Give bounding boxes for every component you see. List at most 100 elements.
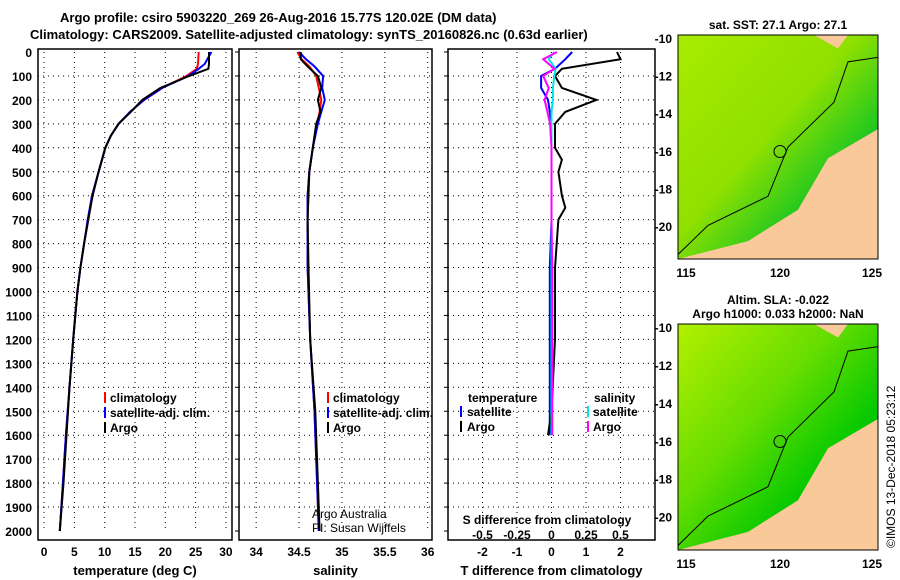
depth-tick-label: 1900	[5, 501, 32, 515]
argo-location-marker	[773, 435, 787, 449]
depth-tick-label: 600	[12, 190, 32, 204]
depth-tick-label: 1600	[5, 429, 32, 443]
map-frame	[677, 34, 879, 260]
lon-tick-label: 125	[862, 557, 882, 571]
map-frame	[677, 323, 879, 551]
series-line-salinity-argo	[541, 51, 558, 436]
series-line-argo	[58, 52, 210, 532]
isobath-contour	[677, 56, 879, 255]
legend-label: satellite-adj. clim.	[333, 406, 433, 420]
land-area	[678, 129, 878, 259]
x-tick-label: 25	[189, 545, 203, 559]
profile-panel-1: 0 5 10 15 20 25 30 temperature (deg C) climatolo…	[37, 48, 233, 578]
lat-tick-label: -12	[655, 359, 673, 373]
map-sla: -10 -12 -14 -16 -18 -20 115 120 125 Altim. SLA: -…	[655, 293, 883, 571]
legend-label: Argo	[593, 420, 621, 434]
x-axis-label: salinity	[313, 563, 359, 578]
x-tick-label: 0	[41, 545, 48, 559]
series-line-satellite-adj-clim-	[298, 51, 326, 532]
lat-tick-label: -16	[655, 145, 673, 159]
s-axis-label: S difference from climatology	[463, 513, 632, 527]
depth-tick-label: 500	[12, 166, 32, 180]
depth-tick-label: 2000	[5, 525, 32, 539]
x-axis-label: temperature (deg C)	[73, 563, 197, 578]
depth-tick-label: 1800	[5, 477, 32, 491]
lat-tick-label: -14	[655, 107, 673, 121]
title-line-2: Climatology: CARS2009. Satellite-adjuste…	[30, 27, 588, 42]
annotation-line-2: PI: Susan Wijffels	[312, 521, 406, 535]
map-title: sat. SST: 27.1 Argo: 27.1	[709, 18, 848, 32]
x-tick-label: 1	[583, 545, 590, 559]
depth-tick-label: 1200	[5, 333, 32, 347]
x-tick-label: 2	[617, 545, 624, 559]
depth-tick-label: 800	[12, 238, 32, 252]
x-tick-label: 10	[98, 545, 112, 559]
x-tick-label: 34.5	[287, 545, 311, 559]
panel-frame	[447, 48, 656, 541]
profile-panel-3: -2 -1 0 1 2 T difference from climatology temp…	[444, 48, 656, 578]
annotation-line-1: Argo Australia	[312, 507, 387, 521]
legend-label: Argo	[333, 421, 361, 435]
legend-label: Argo	[467, 420, 495, 434]
profile-panel-2: 34 34.5 35 35.5 36 salinity climatologysatelli…	[235, 48, 435, 578]
x-tick-label: 30	[219, 545, 233, 559]
map-sst: -10 -12 -14 -16 -18 -20 115 120 125 sat. SST: 27.…	[655, 18, 883, 280]
x-tick-label: 15	[128, 545, 142, 559]
series-line-temperature-argo	[547, 51, 622, 436]
lon-tick-label: 120	[770, 557, 790, 571]
depth-tick-label: 1700	[5, 453, 32, 467]
x-tick-label: -2	[477, 545, 488, 559]
land-area	[678, 418, 878, 550]
legend-label: climatology	[333, 391, 400, 405]
x-tick-label: 5	[71, 545, 78, 559]
s-tick-label: 0.5	[612, 528, 629, 542]
depth-tick-label: 0	[25, 46, 32, 60]
s-tick-label: 0	[548, 528, 555, 542]
lat-tick-label: -14	[655, 397, 673, 411]
lat-tick-label: -18	[655, 473, 673, 487]
depth-tick-label: 1100	[6, 309, 32, 323]
map-title: Argo h1000: 0.033 h2000: NaN	[692, 307, 863, 321]
depth-tick-label: 400	[12, 142, 32, 156]
argo-location-marker	[773, 144, 787, 158]
lon-tick-label: 125	[862, 266, 882, 280]
depth-tick-label: 1300	[5, 357, 32, 371]
legend-label: climatology	[110, 391, 177, 405]
credit-text: ©IMOS 13-Dec-2018 05:23:12	[884, 385, 898, 548]
s-tick-label: 0.25	[574, 528, 598, 542]
lon-tick-label: 120	[770, 266, 790, 280]
x-tick-label: 0	[548, 545, 555, 559]
depth-tick-label: 1400	[5, 381, 32, 395]
x-tick-label: 34	[249, 545, 263, 559]
legend-label: Argo	[110, 421, 138, 435]
legend-label: satellite-adj. clim.	[110, 406, 210, 420]
lat-tick-label: -12	[655, 70, 673, 84]
depth-tick-label: 300	[12, 118, 32, 132]
x-tick-label: 35.5	[373, 545, 397, 559]
s-tick-label: -0.5	[472, 528, 493, 542]
x-tick-label: -1	[512, 545, 523, 559]
depth-tick-label: 1500	[5, 405, 32, 419]
depth-tick-label: 700	[12, 214, 32, 228]
lat-tick-label: -10	[655, 321, 673, 335]
legend-salinity-title: salinity	[594, 391, 636, 405]
lat-tick-label: -20	[655, 220, 673, 234]
land-area	[814, 324, 848, 338]
panel-frame	[238, 48, 433, 541]
title-line-1: Argo profile: csiro 5903220_269 26-Aug-2…	[60, 10, 496, 25]
lat-tick-label: -16	[655, 435, 673, 449]
depth-tick-label: 1000	[5, 286, 32, 300]
lon-tick-label: 115	[676, 557, 696, 571]
lat-tick-label: -18	[655, 182, 673, 196]
depth-tick-label: 900	[12, 262, 32, 276]
legend-label: satellite	[593, 405, 638, 419]
isobath-contour	[677, 346, 879, 546]
x-tick-label: 36	[421, 545, 435, 559]
x-tick-label: 35	[335, 545, 349, 559]
series-line-argo	[299, 52, 323, 532]
panel-frame	[37, 48, 233, 541]
x-axis-label: T difference from climatology	[460, 563, 643, 578]
s-tick-label: -0.25	[503, 528, 531, 542]
